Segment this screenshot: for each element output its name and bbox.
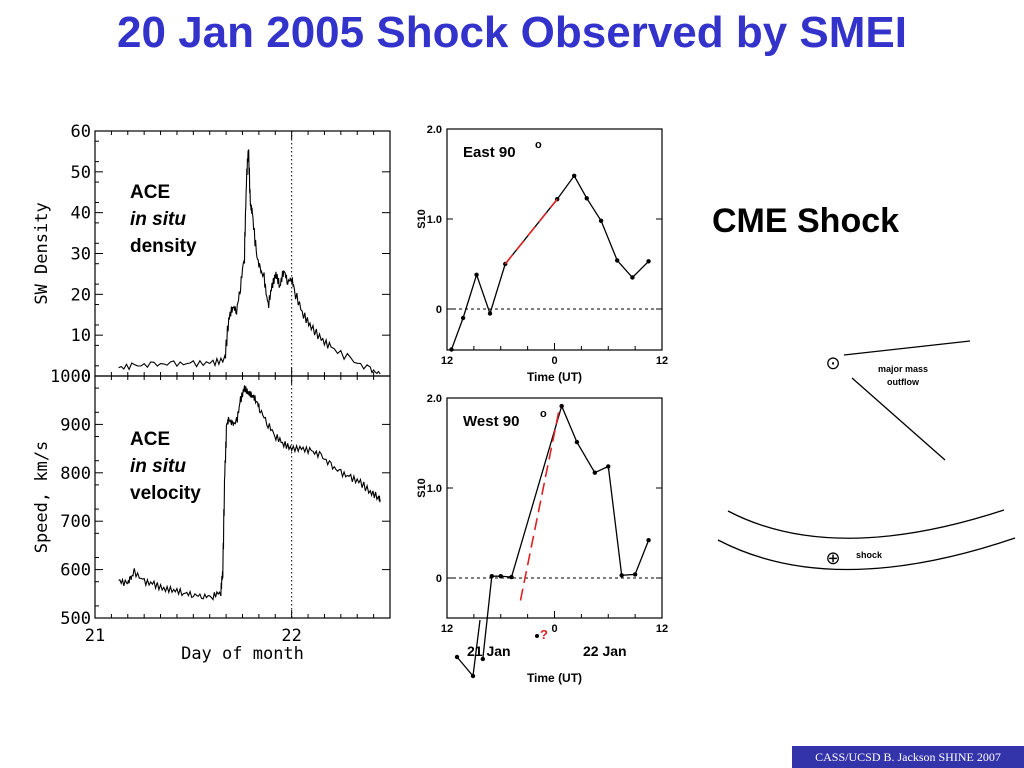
west-data-point [480,656,486,662]
west-data-point [646,538,651,543]
east-data-point [630,275,635,280]
density-ytick-label: 40 [71,204,91,224]
footer-credit: CASS/UCSD B. Jackson SHINE 2007 [792,746,1024,768]
west-ytick-label: 2.0 [427,393,442,405]
west-day-label-1: 21 Jan [467,643,511,659]
east-panel-label: East 90 [463,144,516,161]
west-offscale-point [470,673,476,679]
west-xlabel: Time (UT) [527,671,582,685]
density-ytick-label: 60 [71,122,91,142]
speed-ytick-label: 1000 [50,367,91,387]
west-data-point [619,573,624,578]
west-ytick-label: 1.0 [427,483,442,495]
speed-ytick-label: 900 [60,415,91,435]
east-xtick-label: 0 [551,355,557,367]
mass-outflow-label-1: major mass [878,364,928,374]
earth-icon: ⊕ [825,548,840,568]
lower-boundary-line [851,377,946,461]
east-ytick-label: 2.0 [427,124,442,136]
west-ylabel: S10 [416,478,428,498]
east-frame [446,128,663,351]
speed-ylabel: Speed, km/s [32,441,52,554]
shock-front-outer [717,537,1016,571]
speed-xtick-label: 21 [85,626,105,646]
east-degree: o [535,139,542,151]
west-xtick-label: 0 [551,623,557,635]
density-series-line [118,149,381,375]
east-data-point [487,311,493,316]
east-data-point [572,173,577,178]
speed-annotation: in situ [130,456,186,477]
west-data-point [574,439,580,445]
west-data-point [498,574,503,579]
east-fit-line [504,198,558,265]
west-data-point [592,470,598,475]
west-question-mark: ? [540,627,548,642]
east-chart: 0 1.0 2.0 12 0 12 S10 East 90 o Time (UT) [416,124,668,384]
cme-shock-label: CME Shock [712,202,899,240]
speed-annotation: ACE [130,429,170,450]
west-data-point [632,572,638,577]
page-title: 20 Jan 2005 Shock Observed by SMEI [117,8,907,57]
density-chart: 0 10 20 30 40 50 60 SW Density ACE in situ density [32,122,391,387]
density-ylabel: SW Density [32,202,52,304]
west-series-line [482,404,650,660]
west-xtick-label: 12 [656,623,668,635]
east-ylabel: S10 [416,209,428,229]
density-ytick-label: 10 [71,326,91,346]
west-degree: o [540,408,547,420]
speed-chart: 500 600 700 800 900 1000 Speed, km/s ACE in situ… [32,367,391,664]
east-data-point [615,258,620,263]
east-ytick-label: 1.0 [427,214,442,226]
speed-annotation: velocity [130,483,201,504]
east-data-point [646,259,651,264]
east-data-point [449,347,454,352]
east-data-point [474,272,479,277]
west-stray-point [535,634,539,638]
west-offscale-point [454,654,460,660]
speed-ytick-label: 800 [60,464,91,484]
speed-xlabel: Day of month [181,644,304,664]
west-chart: 0 1.0 2.0 12 0 12 S10 West 90 o 21 Jan 22 Jan? Time… [416,393,668,685]
upper-boundary-line [843,340,971,356]
west-ytick-label: 0 [436,573,442,585]
density-ytick-label: 20 [71,285,91,305]
speed-ytick-label: 500 [60,609,91,629]
west-panel-label: West 90 [463,413,519,430]
west-xtick-label: 12 [441,623,453,635]
density-annotation: ACE [130,182,170,203]
mass-outflow-label-2: outflow [887,377,920,387]
east-data-point [598,218,604,223]
shock-front-inner [727,509,1005,539]
shock-diagram: ⊙ major mass outflow ⊕ shock [717,340,1016,571]
east-xtick-label: 12 [441,355,453,367]
density-ytick-label: 50 [71,163,91,183]
sun-icon: ⊙ [825,353,840,373]
speed-ytick-label: 700 [60,512,91,532]
west-data-point [489,574,494,579]
west-day-label-2: 22 Jan [583,643,627,659]
east-ytick-label: 0 [436,304,442,316]
east-xlabel: Time (UT) [527,370,582,384]
speed-series-line [118,385,381,601]
east-data-point [584,196,589,201]
west-data-point [606,464,611,469]
density-annotation: density [130,236,197,257]
west-data-point [509,574,514,580]
speed-ytick-label: 600 [60,561,91,581]
density-annotation: in situ [130,209,186,230]
east-xtick-label: 12 [656,355,668,367]
east-data-point [460,315,466,321]
speed-xtick-label: 22 [281,626,301,646]
east-series-line [450,174,650,350]
density-ytick-label: 30 [71,245,91,265]
west-data-point [559,403,564,409]
density-ytick-label: 0 [81,367,91,387]
shock-label: shock [856,550,883,560]
west-fit-line [519,405,561,601]
